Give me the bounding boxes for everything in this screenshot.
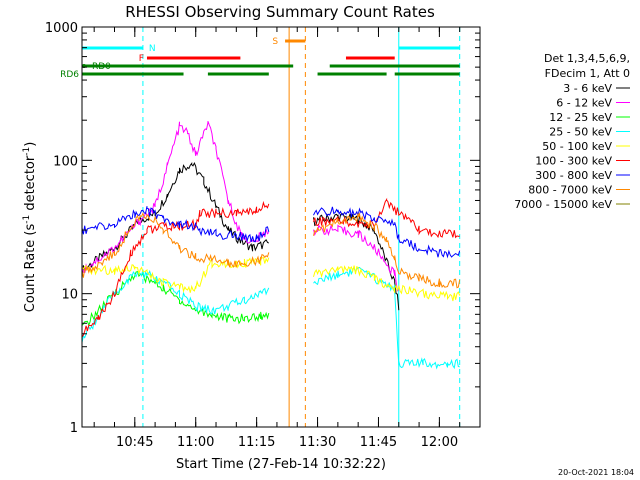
series-line (81, 256, 461, 302)
x-tick-label: 11:00 (177, 435, 214, 450)
legend: Det 1,3,4,5,6,9, FDecim 1, Att 0 3 - 6 k… (514, 52, 630, 211)
legend-entry-label: 800 - 7000 keV (528, 184, 612, 197)
y-tick-label: 1 (70, 421, 78, 436)
legend-header-line-2: FDecim 1, Att 0 (545, 67, 630, 80)
legend-entry-label: 7000 - 15000 keV (514, 198, 612, 211)
y-tick-label: 10 (61, 288, 78, 303)
flag-bars: NF S RD0 RD6 (60, 37, 460, 80)
chart-title: RHESSI Observing Summary Count Rates (125, 3, 435, 21)
x-tick-label: 11:15 (238, 435, 275, 450)
y-tick-label: 100 (53, 154, 78, 169)
y-tick-label: 1000 (45, 21, 78, 36)
legend-entry-label: 6 - 12 keV (556, 97, 612, 110)
plot-frame (81, 26, 481, 428)
legend-entry-label: 3 - 6 keV (563, 82, 612, 95)
legend-entry-label: 50 - 100 keV (542, 140, 612, 153)
x-axis-label: Start Time (27-Feb-14 10:32:22) (176, 457, 386, 472)
flag-label: RD6 (60, 70, 79, 80)
y-axis: 1 10 100 1000 (45, 21, 480, 436)
series-line (81, 206, 461, 259)
footer-timestamp: 20-Oct-2021 18:04 (558, 468, 634, 477)
flag-label: N (149, 44, 156, 54)
legend-entry-label: 12 - 25 keV (549, 111, 612, 124)
x-tick-label: 10:45 (116, 435, 153, 450)
x-tick-label: 11:30 (299, 435, 336, 450)
y-axis-label: Count Rate (s-1 detector-1) (22, 142, 38, 313)
flag-label: S (272, 37, 278, 47)
legend-header-line-1: Det 1,3,4,5,6,9, (544, 52, 630, 65)
legend-entry-label: 300 - 800 keV (535, 169, 612, 182)
vertical-markers (142, 27, 461, 427)
series-line (81, 212, 461, 289)
x-tick-label: 12:00 (421, 435, 458, 450)
series-line (81, 121, 400, 292)
x-tick-label: 11:45 (360, 435, 397, 450)
flag-label: RD0 (92, 62, 111, 72)
legend-entry-label: 100 - 300 keV (535, 155, 612, 168)
x-axis: 10:45 11:00 11:15 11:30 11:45 12:00 (93, 27, 461, 450)
flag-label: F (139, 54, 144, 64)
legend-entry-label: 25 - 50 keV (549, 126, 612, 139)
series-layer (81, 121, 461, 370)
